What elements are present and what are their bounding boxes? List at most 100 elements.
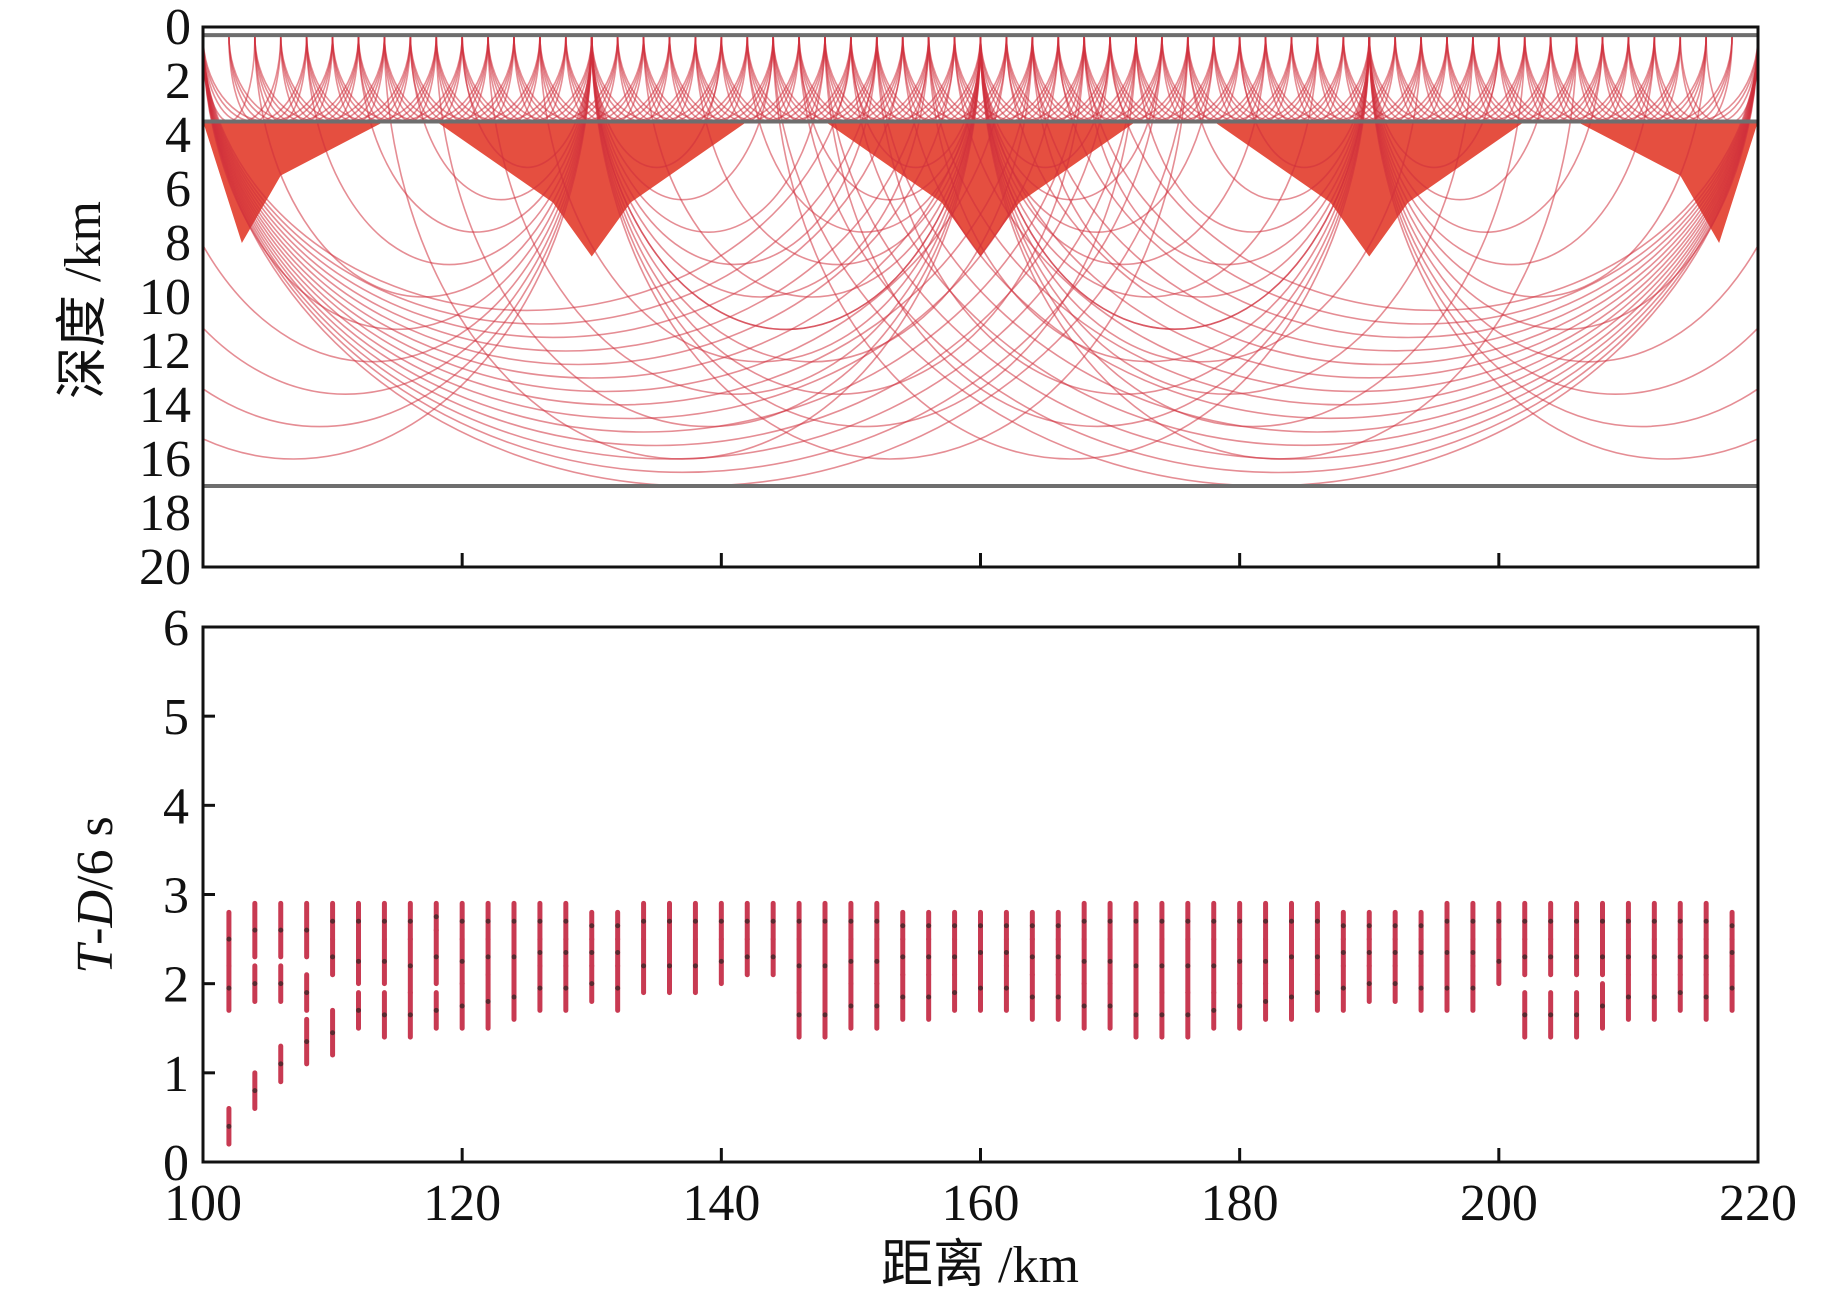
deep-ray xyxy=(203,35,593,428)
top-y-tick-label: 14 xyxy=(139,377,191,434)
deep-ray xyxy=(1368,35,1707,298)
bottom-x-axis: 100 120 140 160 180 200 220 xyxy=(164,1148,1797,1232)
travel-time-pick xyxy=(511,994,517,1000)
travel-time-pick xyxy=(226,1123,232,1129)
y-title-T: T xyxy=(67,942,124,974)
travel-time-pick xyxy=(1703,994,1709,1000)
travel-time-pick xyxy=(1237,1003,1243,1009)
layer-boundaries xyxy=(203,33,1758,488)
bottom-y-axis-title: T-D/6 s xyxy=(67,816,124,974)
travel-time-pick xyxy=(1107,958,1113,964)
deep-ray xyxy=(590,35,930,298)
travel-time-pick xyxy=(744,954,750,960)
travel-time-pick xyxy=(926,923,932,929)
travel-time-pick xyxy=(1133,963,1139,969)
travel-time-pick xyxy=(1211,1007,1217,1013)
travel-time-pick xyxy=(1470,918,1476,924)
deep-ray xyxy=(746,35,982,233)
travel-time-pick xyxy=(1418,985,1424,991)
bottom-y-axis: 0 1 2 3 4 5 6 xyxy=(163,600,215,1192)
travel-time-pick xyxy=(1340,923,1346,929)
travel-time-pick xyxy=(900,923,906,929)
travel-time-pick xyxy=(1314,918,1320,924)
travel-time-pick xyxy=(1029,923,1035,929)
travel-time-pick xyxy=(1600,918,1605,924)
travel-time-pick xyxy=(692,918,698,924)
travel-time-pick xyxy=(1574,918,1580,924)
deep-ray xyxy=(642,35,982,298)
travel-time-pick xyxy=(900,994,906,1000)
deep-ray xyxy=(305,35,593,265)
deep-ray xyxy=(203,35,1008,393)
travel-time-pick xyxy=(822,1012,828,1018)
travel-time-pick xyxy=(978,923,983,929)
travel-time-pick xyxy=(485,999,491,1004)
travel-time-pick xyxy=(252,1088,258,1094)
deep-ray xyxy=(203,35,593,331)
travel-time-pick xyxy=(874,918,880,924)
top-y-tick-label: 16 xyxy=(139,431,191,488)
travel-time-pick xyxy=(796,963,802,969)
deep-ray xyxy=(979,35,1526,428)
ray-fan xyxy=(1213,121,1525,257)
travel-time-pick xyxy=(511,954,517,960)
travel-time-pick xyxy=(1314,954,1320,960)
travel-time-pick xyxy=(744,918,750,924)
travel-time-pick xyxy=(330,1030,336,1036)
bottom-y-tick-label: 2 xyxy=(163,957,189,1014)
bottom-x-axis-title: 距离 /km xyxy=(881,1237,1079,1294)
travel-time-pick xyxy=(1522,918,1528,924)
travel-time-pick xyxy=(1289,994,1294,1000)
travel-time-pick xyxy=(1703,918,1709,924)
travel-time-pick xyxy=(1677,954,1683,960)
travel-time-pick xyxy=(1418,949,1424,955)
travel-time-pick xyxy=(978,985,983,991)
travel-time-pick xyxy=(1263,958,1269,964)
deep-ray xyxy=(203,35,930,352)
travel-time-pick xyxy=(381,918,387,924)
travel-time-pick xyxy=(407,963,413,969)
travel-time-pick xyxy=(459,1003,465,1009)
travel-time-pick xyxy=(1055,994,1061,1000)
travel-time-pick xyxy=(1729,985,1735,991)
deep-ray xyxy=(1368,35,1758,396)
top-y-tick-label: 18 xyxy=(139,485,191,542)
travel-time-pick xyxy=(252,927,258,933)
travel-time-pick xyxy=(1237,918,1243,924)
travel-time-pick xyxy=(1133,918,1139,924)
travel-time-pick xyxy=(563,918,569,924)
travel-time-pick xyxy=(1522,954,1528,960)
travel-time-pick xyxy=(433,914,439,920)
travel-time-pick xyxy=(1703,954,1709,960)
bottom-x-tick-label: 180 xyxy=(1201,1175,1279,1232)
top-y-tick-label: 12 xyxy=(139,323,191,380)
travel-time-pick xyxy=(278,1061,284,1067)
travel-time-pick xyxy=(1340,949,1346,955)
travel-time-pick xyxy=(874,958,880,964)
bottom-y-tick-label: 6 xyxy=(163,600,189,657)
travel-time-pick xyxy=(1677,990,1683,996)
travel-time-pick xyxy=(1289,918,1294,924)
travel-time-pick xyxy=(615,949,621,955)
travel-time-pick xyxy=(330,954,336,960)
bottom-x-tick-label: 120 xyxy=(423,1175,501,1232)
deep-ray xyxy=(590,35,1085,396)
deep-ray xyxy=(979,35,1319,298)
travel-time-pick xyxy=(1574,1012,1580,1018)
travel-time-pick xyxy=(433,1007,439,1013)
travel-time-pick xyxy=(1548,954,1554,960)
travel-time-pick xyxy=(1444,949,1450,955)
deep-ray xyxy=(772,35,1371,460)
travel-time-pick xyxy=(1729,949,1735,955)
travel-time-pick xyxy=(848,1003,854,1009)
deep-ray xyxy=(1031,35,1371,298)
travel-time-pick xyxy=(1366,923,1372,929)
travel-time-pick xyxy=(1055,954,1061,960)
travel-time-pick xyxy=(926,994,932,1000)
deep-ray xyxy=(979,35,1163,201)
bottom-x-tick-label: 100 xyxy=(164,1175,242,1232)
travel-time-pick xyxy=(641,963,647,969)
deep-ray xyxy=(694,35,982,265)
